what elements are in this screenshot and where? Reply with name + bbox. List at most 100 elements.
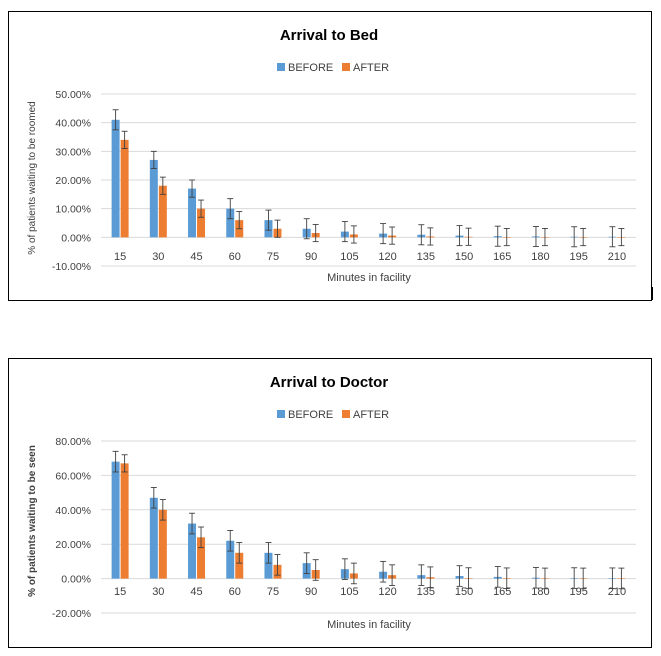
error-bar-before-165 [494, 225, 501, 247]
x-tick-label: 90 [305, 586, 317, 598]
error-bar-before-105 [341, 221, 348, 243]
x-tick-label: 105 [340, 586, 358, 598]
error-bar-before-60 [227, 529, 234, 552]
error-bar-before-195 [571, 567, 578, 589]
bar-after-45 [197, 537, 206, 579]
x-tick-label: 45 [190, 586, 202, 598]
bar-before-30 [149, 497, 158, 579]
legend-label-before: BEFORE [288, 62, 333, 74]
chart-title: Arrival to Bed [280, 27, 378, 44]
error-bar-before-195 [571, 226, 578, 248]
legend-swatch-before [277, 410, 285, 418]
y-tick-label: 0.00% [61, 232, 91, 244]
chart-title: Arrival to Doctor [270, 374, 389, 391]
bar-before-30 [149, 159, 158, 238]
y-tick-label: 20.00% [55, 175, 91, 187]
x-tick-label: 135 [417, 586, 435, 598]
error-bar-before-75 [265, 209, 272, 231]
bar-after-45 [197, 208, 206, 238]
error-bar-after-165 [503, 567, 510, 590]
error-bar-after-15 [121, 454, 128, 473]
error-bar-after-45 [198, 199, 205, 218]
error-bar-before-75 [265, 542, 272, 564]
bar-before-15 [111, 119, 120, 238]
x-tick-label: 45 [190, 251, 202, 263]
x-tick-label: 180 [531, 251, 549, 263]
error-bar-before-45 [189, 179, 196, 198]
error-bar-after-120 [389, 226, 396, 245]
bar-after-15 [120, 463, 129, 579]
error-bar-before-150 [456, 225, 463, 247]
x-tick-label: 195 [569, 586, 587, 598]
legend-swatch-before [277, 63, 285, 71]
error-bar-after-30 [159, 499, 166, 521]
error-bar-before-135 [418, 564, 425, 586]
bar-before-60 [226, 540, 235, 579]
y-axis-label: % of patients waiting to be seen [27, 445, 38, 597]
x-tick-label: 210 [608, 251, 626, 263]
y-tick-label: 10.00% [55, 204, 91, 216]
error-bar-before-165 [494, 566, 501, 588]
x-tick-label: 15 [114, 586, 126, 598]
y-tick-label: -10.00% [52, 261, 91, 273]
error-bar-after-105 [350, 562, 357, 585]
frame-edge-mark [652, 287, 653, 300]
error-bar-after-15 [121, 130, 128, 149]
error-bar-after-195 [580, 567, 587, 590]
x-tick-label: 135 [417, 251, 435, 263]
bar-before-45 [188, 523, 197, 579]
chart-arrival-to-bed: Arrival to Bed BEFORE AFTER -10.00% 0.00%… [8, 11, 652, 301]
x-tick-label: 60 [229, 586, 241, 598]
error-bar-after-195 [580, 227, 587, 247]
error-bar-after-165 [503, 227, 510, 247]
y-tick-label: 20.00% [55, 539, 91, 551]
chart-arrival-to-doctor-svg: Arrival to Doctor BEFORE AFTER -20.00% 0.… [27, 374, 636, 631]
error-bar-after-45 [198, 526, 205, 549]
error-bar-after-75 [274, 554, 281, 576]
error-bar-after-150 [465, 567, 472, 589]
error-bar-after-210 [618, 567, 625, 590]
error-bar-before-180 [532, 566, 539, 589]
error-bar-after-90 [312, 559, 319, 581]
x-tick-label: 30 [152, 251, 164, 263]
error-bar-after-135 [427, 227, 434, 246]
x-tick-label: 150 [455, 586, 473, 598]
x-tick-label: 195 [569, 251, 587, 263]
error-bar-before-105 [341, 558, 348, 580]
bar-after-30 [158, 509, 167, 579]
error-bar-before-90 [303, 552, 310, 574]
error-bar-after-180 [541, 227, 548, 247]
error-bar-before-150 [456, 565, 463, 587]
y-tick-label: 60.00% [55, 470, 91, 482]
error-bar-before-30 [150, 150, 157, 169]
error-bar-before-210 [609, 567, 616, 590]
bar-before-75 [264, 552, 273, 579]
error-bar-before-135 [418, 224, 425, 246]
y-tick-label: 40.00% [55, 118, 91, 130]
chart-arrival-to-bed-svg: Arrival to Bed BEFORE AFTER -10.00% 0.00%… [27, 27, 636, 284]
bar-after-30 [158, 185, 167, 238]
legend-swatch-after [342, 63, 350, 71]
y-tick-label: 80.00% [55, 436, 91, 448]
y-tick-label: 40.00% [55, 505, 91, 517]
error-bar-before-120 [380, 560, 387, 583]
error-bar-before-210 [609, 226, 616, 248]
error-bar-after-120 [389, 564, 396, 586]
error-bar-after-90 [312, 223, 319, 243]
x-tick-label: 60 [229, 251, 241, 263]
error-bar-before-15 [112, 450, 119, 473]
x-tick-label: 30 [152, 586, 164, 598]
error-bar-before-120 [380, 223, 387, 245]
bar-before-60 [226, 208, 235, 238]
bar-before-15 [111, 461, 120, 579]
y-tick-label: 50.00% [55, 89, 91, 101]
legend-label-before: BEFORE [288, 409, 333, 421]
error-bar-after-75 [274, 219, 281, 238]
x-axis-label: Minutes in facility [327, 272, 411, 284]
x-tick-label: 90 [305, 251, 317, 263]
x-tick-label: 210 [608, 586, 626, 598]
x-tick-label: 105 [340, 251, 358, 263]
error-bar-before-60 [227, 198, 234, 220]
error-bar-after-150 [465, 227, 472, 246]
legend: BEFORE AFTER [277, 62, 389, 74]
